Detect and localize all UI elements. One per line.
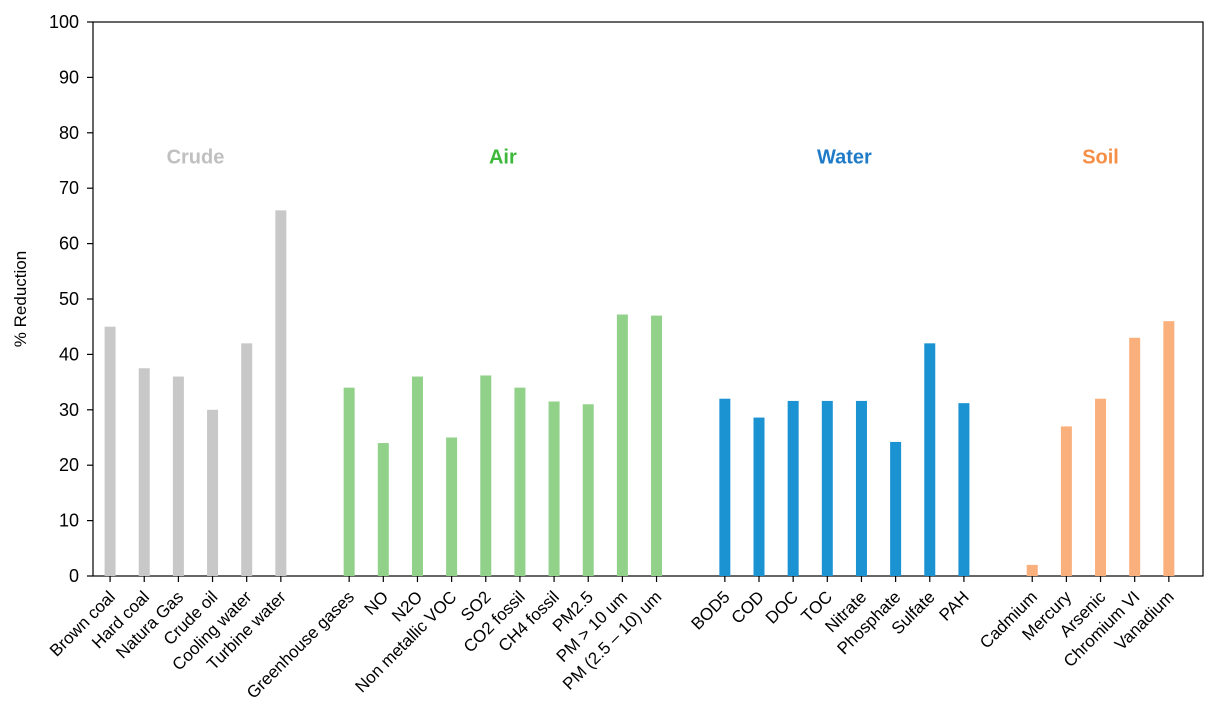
bar-doc: [787, 400, 799, 576]
bar-nitrate: [855, 400, 867, 576]
bar-crude-oil: [207, 409, 219, 576]
plot-frame: [92, 21, 1204, 577]
bar-cadmium: [1026, 564, 1038, 576]
group-label-air: Air: [489, 146, 517, 168]
y-tick-label: 100: [49, 12, 79, 32]
bar-sulfate: [924, 343, 936, 576]
y-tick-label: 70: [59, 178, 79, 198]
x-tick-label: COD: [728, 587, 768, 627]
bar-non-metallic-voc: [446, 437, 458, 576]
axes: 0 10 20 30 40 50 60 70 80 90 100: [49, 12, 1204, 586]
y-axis-label: % Reduction: [11, 251, 30, 347]
bar-no: [377, 443, 389, 576]
bar-pm-10-um: [616, 314, 628, 576]
y-tick-label: 10: [59, 511, 79, 531]
bar-vanadium: [1163, 321, 1175, 576]
bar-hard-coal: [138, 368, 150, 576]
x-tick-label: PAH: [935, 587, 972, 624]
bar-so2: [480, 375, 492, 576]
group-label-crude: Crude: [167, 146, 225, 168]
y-tick-label: 0: [69, 566, 79, 586]
group-label-water: Water: [817, 146, 872, 168]
bar-pah: [958, 403, 970, 576]
bar-toc: [821, 400, 833, 576]
x-tick-label: BOD5: [688, 587, 734, 633]
bar-bod5: [719, 398, 731, 576]
y-tick-label: 30: [59, 400, 79, 420]
bar-natura-gas: [172, 376, 184, 576]
y-tick-label: 80: [59, 123, 79, 143]
y-tick-label: 50: [59, 289, 79, 309]
group-label-soil: Soil: [1082, 146, 1119, 168]
y-tick-label: 40: [59, 344, 79, 364]
x-tick-label: NO: [361, 587, 392, 618]
bar-pm-2-5-10-um: [651, 315, 663, 576]
bar-n2o: [411, 376, 423, 576]
y-tick-label: 20: [59, 455, 79, 475]
bar-chromium-vi: [1129, 337, 1141, 576]
bar-brown-coal: [104, 326, 116, 576]
bar-pm2-5: [582, 404, 594, 576]
bar-cooling-water: [241, 343, 253, 576]
bar-cod: [753, 417, 765, 576]
bar-phosphate: [890, 441, 902, 576]
y-tick-label: 60: [59, 234, 79, 254]
bar-ch4-fossil: [548, 401, 560, 576]
bar-mercury: [1060, 426, 1072, 576]
bars: [104, 210, 1175, 577]
bar-greenhouse-gases: [343, 387, 355, 576]
y-tick-label: 90: [59, 67, 79, 87]
bar-co2-fossil: [514, 387, 526, 576]
bar-turbine-water: [275, 210, 287, 577]
bar-arsenic: [1095, 398, 1107, 576]
x-tick-label: DOC: [762, 587, 802, 627]
